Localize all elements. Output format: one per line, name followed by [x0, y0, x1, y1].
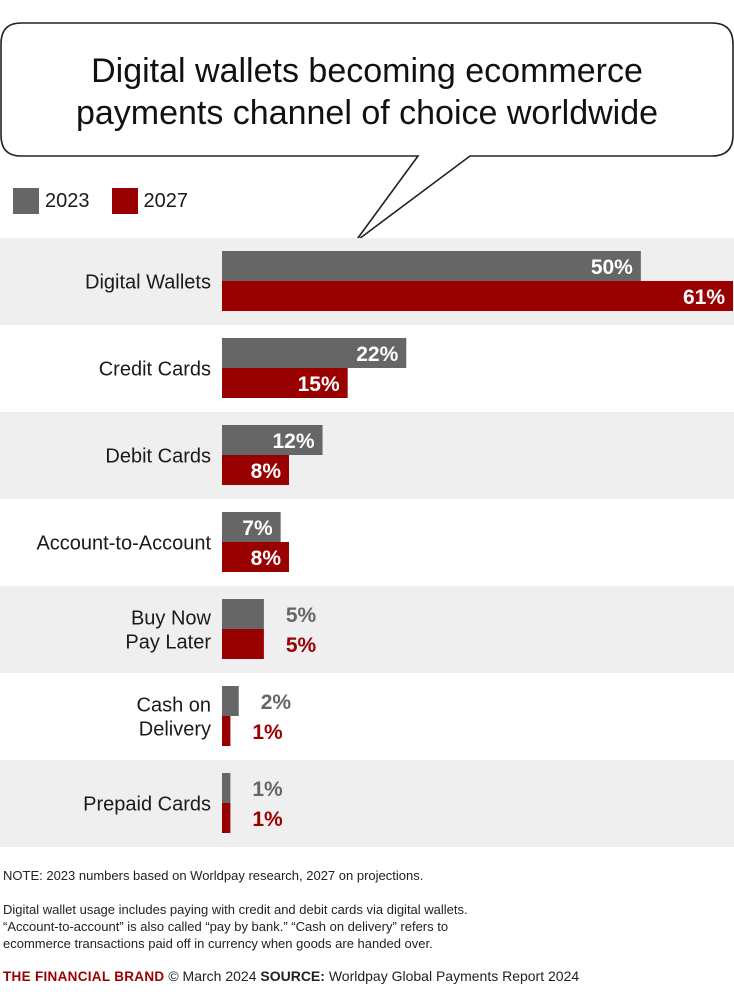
category-label: Pay Later: [125, 632, 211, 654]
data-label-2023: 1%: [252, 778, 283, 801]
brand-logo-text: THE FINANCIAL BRAND: [3, 969, 165, 984]
data-label-2027: 5%: [286, 634, 317, 657]
category-label: Delivery: [139, 719, 211, 741]
row-band: [0, 760, 734, 847]
footer-date: © March 2024: [168, 968, 257, 984]
data-label-2027: 15%: [298, 373, 340, 396]
bar-2027: [222, 281, 733, 311]
data-label-2023: 7%: [242, 517, 273, 540]
bar-2027: [222, 455, 290, 485]
category-label: Debit Cards: [105, 446, 211, 468]
bar-2027: [222, 716, 231, 746]
legend-label-2027: 2027: [143, 189, 189, 212]
category-label: Account-to-Account: [36, 533, 211, 555]
data-label-2023: 22%: [356, 343, 398, 366]
legend-item-2027: 2027: [111, 188, 189, 214]
category-label: Cash on: [137, 695, 212, 717]
footer: THE FINANCIAL BRAND © March 2024 SOURCE:…: [3, 968, 731, 984]
chart-title: Digital wallets becoming ecommerce payme…: [0, 50, 734, 134]
category-label: Buy Now: [131, 608, 212, 630]
bar-2027: [222, 368, 348, 398]
bar-2023: [222, 599, 264, 629]
source-text: Worldpay Global Payments Report 2024: [328, 968, 580, 984]
category-label: Credit Cards: [99, 359, 211, 381]
category-label: Digital Wallets: [85, 272, 211, 294]
legend-swatch-2023: [13, 188, 39, 214]
chart-title-line-1: Digital wallets becoming ecommerce: [91, 52, 643, 90]
data-label-2027: 8%: [251, 460, 282, 483]
category-label: Prepaid Cards: [83, 794, 211, 816]
description-line-1: Digital wallet usage includes paying wit…: [3, 902, 468, 917]
description-text: Digital wallet usage includes paying wit…: [3, 901, 731, 952]
description-line-3: ecommerce transactions paid off in curre…: [3, 936, 433, 951]
bar-2023: [222, 773, 231, 803]
bar-2027: [222, 629, 264, 659]
speech-bubble: [0, 22, 734, 243]
description-line-2: “Account-to-account” is also called “pay…: [3, 919, 449, 934]
row-band: [0, 586, 734, 673]
legend-item-2023: 2023: [13, 188, 90, 214]
notes: NOTE: 2023 numbers based on Worldpay res…: [3, 867, 731, 952]
data-label-2027: 1%: [252, 721, 283, 744]
bar-2023: [222, 512, 281, 542]
legend-label-2023: 2023: [45, 189, 90, 212]
bar-2023: [222, 686, 239, 716]
source-label: SOURCE:: [260, 968, 325, 984]
legend: 2023 2027: [13, 188, 210, 214]
legend-swatch-2027: [111, 188, 138, 214]
data-label-2027: 1%: [252, 808, 283, 831]
data-label-2023: 2%: [261, 691, 292, 714]
bar-2027: [222, 803, 231, 833]
data-label-2023: 5%: [286, 604, 317, 627]
data-label-2023: 50%: [591, 256, 633, 279]
bar-2027: [222, 542, 290, 572]
bar-chart: Digital Wallets 50% 61% Credit Cards 22% 15% D…: [0, 238, 734, 847]
data-label-2027: 61%: [683, 286, 725, 309]
bar-2023: [222, 251, 641, 281]
chart-title-line-2: payments channel of choice worldwide: [75, 94, 659, 132]
note-text: NOTE: 2023 numbers based on Worldpay res…: [3, 868, 424, 883]
data-label-2023: 12%: [272, 430, 314, 453]
bar-2023: [222, 338, 407, 368]
data-label-2027: 8%: [251, 547, 282, 570]
row-band: [0, 412, 734, 499]
bar-2023: [222, 425, 323, 455]
